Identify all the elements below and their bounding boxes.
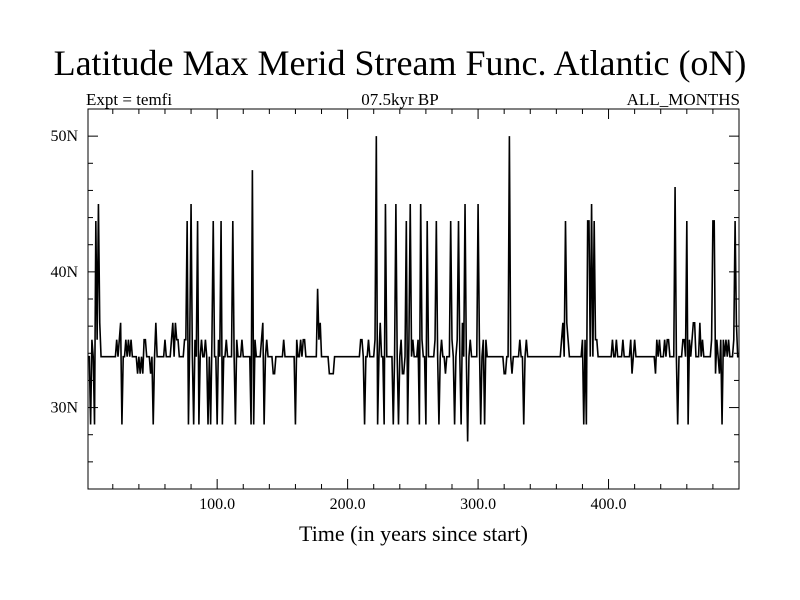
series-line <box>88 136 739 442</box>
x-tick-label: 400.0 <box>591 496 627 513</box>
x-tick-label: 300.0 <box>460 496 496 513</box>
x-axis-label: Time (in years since start) <box>299 521 528 546</box>
y-tick-label: 50N <box>50 128 78 145</box>
experiment-label: Expt = temfi <box>86 90 173 109</box>
chart-title: Latitude Max Merid Stream Func. Atlantic… <box>53 43 747 83</box>
x-tick-label: 100.0 <box>199 496 235 513</box>
y-tick-label: 40N <box>50 264 78 281</box>
period-label: 07.5kyr BP <box>361 90 439 109</box>
months-label: ALL_MONTHS <box>626 90 740 109</box>
y-tick-label: 30N <box>50 400 78 417</box>
x-tick-label: 200.0 <box>330 496 366 513</box>
